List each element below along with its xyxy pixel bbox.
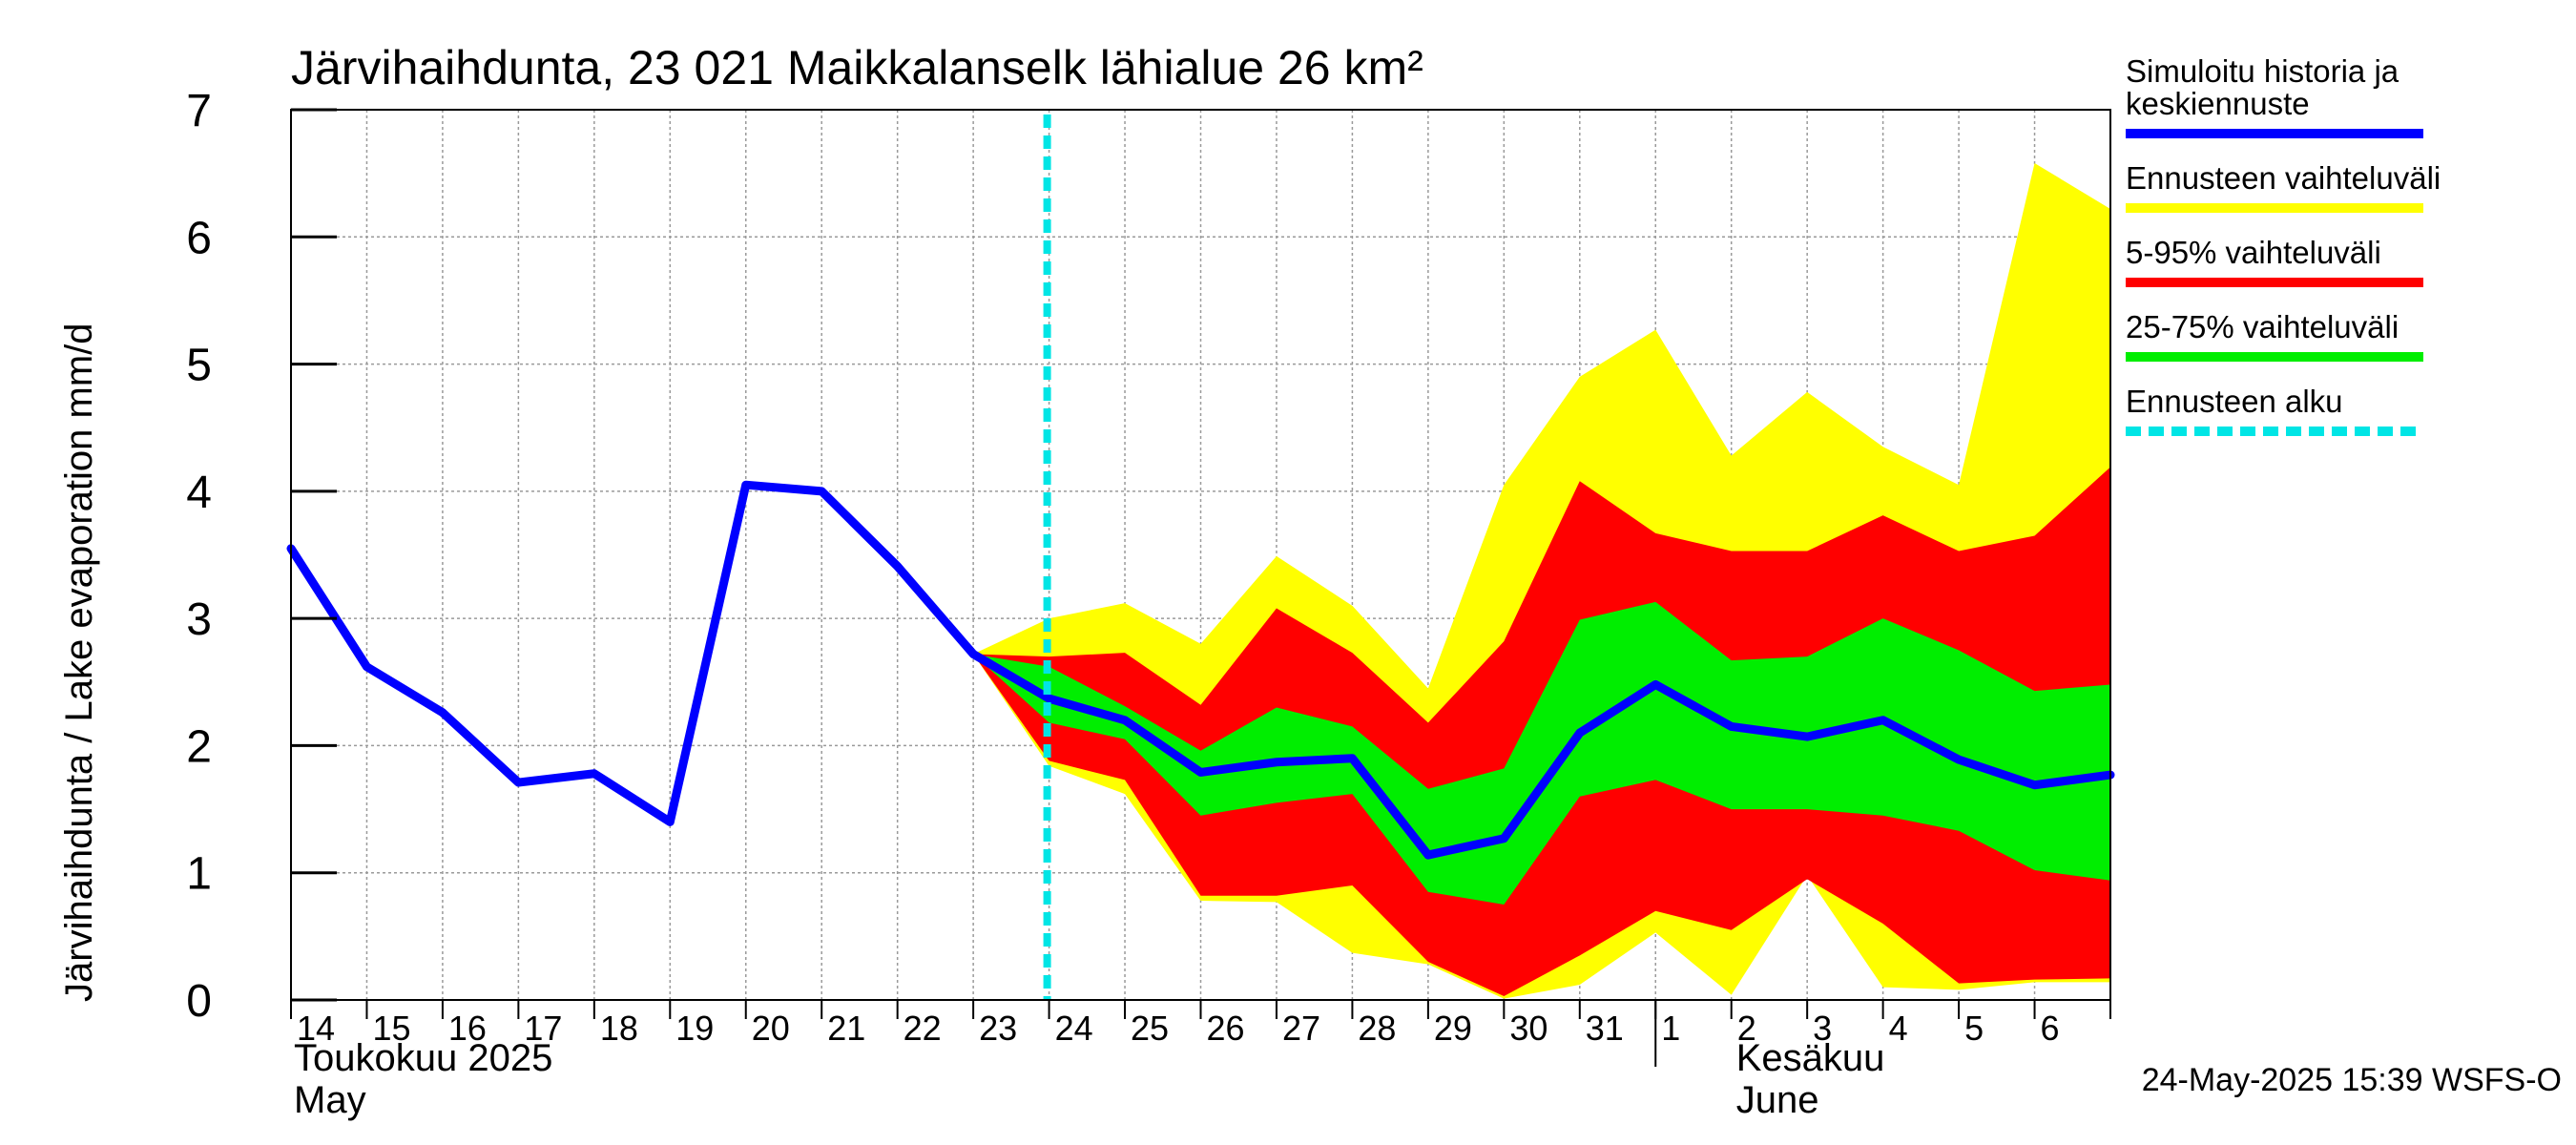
x-tick-label: 25: [1131, 1009, 1169, 1048]
y-axis: 0 1 2 3 4 5 6 7: [186, 86, 337, 1027]
x-tick-label: 1: [1661, 1009, 1680, 1048]
x-tick-label: 31: [1586, 1009, 1624, 1048]
legend-label-line2: keskiennuste: [2126, 86, 2310, 121]
x-tick-label: 26: [1207, 1009, 1245, 1048]
y-tick-label: 1: [186, 849, 212, 900]
x-axis: 14 15 16 17 18 19 20 21 22 23 24 25 26 27 28 29 30 31 1 2 3 4…: [290, 1000, 2111, 1121]
month-label-english: June: [1736, 1079, 1819, 1121]
y-tick-label: 7: [186, 86, 212, 136]
y-tick-label: 5: [186, 341, 212, 391]
x-tick-label: 21: [827, 1009, 865, 1048]
y-tick-label: 2: [186, 721, 212, 772]
x-tick-label: 23: [979, 1009, 1017, 1048]
y-tick-label: 4: [186, 468, 212, 518]
y-axis-label: Järvihaihdunta / Lake evaporation mm/d: [58, 323, 100, 1002]
x-tick-label: 24: [1055, 1009, 1093, 1048]
x-tick-label: 17: [524, 1009, 562, 1048]
x-tick-label: 3: [1813, 1009, 1832, 1048]
month-label: Toukokuu 2025: [294, 1037, 552, 1079]
x-tick-label: 6: [2041, 1009, 2060, 1048]
median-line: [286, 480, 2115, 860]
x-tick-label: 2: [1737, 1009, 1756, 1048]
legend-label: Ennusteen alku: [2126, 384, 2343, 419]
x-tick-label: 18: [600, 1009, 638, 1048]
x-tick-label: 19: [675, 1009, 714, 1048]
x-tick-label: 30: [1509, 1009, 1548, 1048]
x-tick-label: 16: [448, 1009, 487, 1048]
x-tick-label: 20: [752, 1009, 790, 1048]
legend-label: Simuloitu historia ja: [2126, 53, 2399, 89]
legend-label: 5-95% vaihteluväli: [2126, 235, 2381, 270]
x-tick-label: 5: [1964, 1009, 1984, 1048]
legend-label: Ennusteen vaihteluväli: [2126, 160, 2441, 196]
median-series: [286, 480, 2115, 860]
legend-label: 25-75% vaihteluväli: [2126, 309, 2399, 344]
x-tick-label: 22: [904, 1009, 942, 1048]
month-label-english: May: [294, 1079, 366, 1121]
x-tick-label: 27: [1282, 1009, 1320, 1048]
x-tick-label: 14: [297, 1009, 335, 1048]
month-label: Kesäkuu: [1736, 1037, 1885, 1079]
band-25-75-vaihteluv-li: [973, 601, 2110, 906]
y-tick-label: 0: [186, 976, 212, 1027]
y-tick-label: 6: [186, 213, 212, 263]
x-tick-label: 28: [1358, 1009, 1396, 1048]
y-tick-label: 3: [186, 594, 212, 645]
footer-timestamp: 24-May-2025 15:39 WSFS-O: [2142, 1062, 2562, 1098]
chart-title: Järvihaihdunta, 23 021 Maikkalanselk läh…: [291, 41, 1423, 94]
x-tick-label: 15: [372, 1009, 410, 1048]
x-tick-label: 4: [1889, 1009, 1908, 1048]
x-tick-label: 29: [1434, 1009, 1472, 1048]
forecast-bands: [973, 162, 2110, 999]
